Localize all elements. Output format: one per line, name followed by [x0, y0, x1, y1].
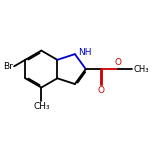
Text: CH₃: CH₃: [134, 65, 149, 74]
Text: CH₃: CH₃: [33, 102, 50, 111]
Text: Br: Br: [3, 62, 13, 71]
Text: O: O: [115, 58, 122, 67]
Text: O: O: [98, 86, 105, 95]
Text: NH: NH: [78, 48, 92, 57]
